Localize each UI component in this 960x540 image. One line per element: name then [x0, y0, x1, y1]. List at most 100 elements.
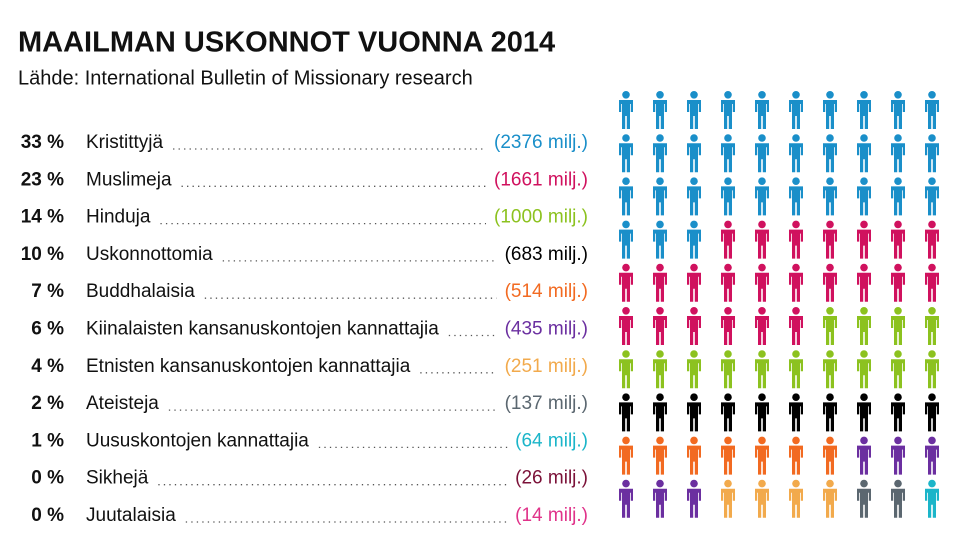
- icon-body: [891, 402, 905, 432]
- icon-body: [755, 316, 769, 345]
- category-label: Etnisten kansanuskontojen kannattajia: [86, 356, 411, 377]
- icon-head: [690, 91, 698, 99]
- person-icon: [687, 393, 701, 432]
- person-icon: [857, 263, 871, 302]
- icon-body: [925, 445, 939, 475]
- person-icon: [823, 350, 837, 389]
- person-icon: [891, 220, 905, 259]
- icon-head: [894, 220, 902, 229]
- icon-head: [724, 393, 732, 401]
- chart-title: MAAILMAN USKONNOT VUONNA 2014: [18, 27, 555, 59]
- category-label: Muslimeja: [86, 169, 172, 190]
- category-label: Ateisteja: [86, 393, 159, 414]
- icon-head: [656, 436, 664, 445]
- icon-body: [653, 359, 667, 389]
- icon-head: [792, 436, 800, 445]
- icon-head: [826, 350, 834, 358]
- icon-head: [792, 91, 800, 99]
- person-icon: [925, 307, 939, 345]
- person-icon: [653, 177, 667, 216]
- person-icon: [891, 307, 905, 345]
- icon-head: [928, 177, 936, 185]
- icon-body: [857, 445, 871, 475]
- person-icon: [721, 91, 735, 129]
- icon-body: [823, 229, 837, 259]
- icon-head: [792, 393, 800, 401]
- person-icon: [653, 436, 667, 475]
- icon-body: [925, 186, 939, 216]
- icon-body: [619, 445, 633, 475]
- category-label: Kiinalaisten kansanuskontojen kannattaji…: [86, 319, 439, 340]
- chart-subtitle: Lähde: International Bulletin of Mission…: [18, 67, 473, 89]
- icon-head: [758, 263, 766, 272]
- person-icon: [653, 134, 667, 173]
- icon-body: [857, 186, 871, 216]
- person-icon: [823, 307, 837, 345]
- person-icon: [687, 177, 701, 216]
- icon-head: [622, 393, 630, 401]
- person-icon: [687, 479, 701, 518]
- icon-head: [826, 307, 834, 315]
- icon-head: [860, 220, 868, 229]
- person-icon: [789, 91, 803, 129]
- icon-body: [925, 143, 939, 173]
- icon-body: [755, 272, 769, 302]
- icon-head: [758, 134, 766, 142]
- icon-head: [758, 177, 766, 185]
- person-icon: [789, 220, 803, 259]
- person-icon: [653, 307, 667, 345]
- icon-body: [925, 402, 939, 432]
- icon-head: [792, 177, 800, 185]
- icon-head: [724, 134, 732, 142]
- person-icon: [823, 91, 837, 129]
- icon-body: [823, 359, 837, 389]
- icon-body: [925, 316, 939, 345]
- person-icon: [857, 350, 871, 389]
- icon-head: [792, 220, 800, 229]
- percent-label: 14 %: [21, 207, 64, 228]
- icon-body: [857, 359, 871, 389]
- icon-body: [823, 402, 837, 432]
- icon-body: [687, 316, 701, 345]
- person-icon: [925, 91, 939, 129]
- icon-head: [690, 307, 698, 315]
- icon-head: [758, 307, 766, 315]
- person-icon: [857, 134, 871, 173]
- icon-body: [721, 402, 735, 432]
- icon-head: [826, 220, 834, 229]
- person-icon: [789, 393, 803, 432]
- percent-label: 23 %: [21, 169, 64, 190]
- icon-body: [789, 100, 803, 129]
- icon-head: [826, 134, 834, 142]
- icon-body: [789, 445, 803, 475]
- person-icon: [721, 220, 735, 259]
- icon-body: [687, 186, 701, 216]
- person-icon: [789, 134, 803, 173]
- icon-head: [928, 134, 936, 142]
- person-icon: [891, 177, 905, 216]
- icon-head: [622, 134, 630, 142]
- icon-head: [690, 134, 698, 142]
- person-icon: [619, 134, 633, 173]
- person-icon: [823, 177, 837, 216]
- icon-body: [755, 359, 769, 389]
- person-icon: [721, 134, 735, 173]
- icon-head: [860, 436, 868, 445]
- person-icon: [721, 436, 735, 475]
- icon-body: [789, 402, 803, 432]
- icon-body: [687, 100, 701, 129]
- person-icon: [619, 91, 633, 129]
- icon-head: [656, 479, 664, 488]
- person-icon: [925, 436, 939, 475]
- icon-head: [928, 350, 936, 358]
- icon-body: [789, 488, 803, 518]
- icon-head: [928, 91, 936, 99]
- person-icon: [857, 177, 871, 216]
- person-icon: [891, 393, 905, 432]
- count-label: (683 milj.): [505, 244, 588, 265]
- person-icon: [789, 350, 803, 389]
- icon-body: [721, 359, 735, 389]
- person-icon: [721, 393, 735, 432]
- icon-body: [721, 186, 735, 216]
